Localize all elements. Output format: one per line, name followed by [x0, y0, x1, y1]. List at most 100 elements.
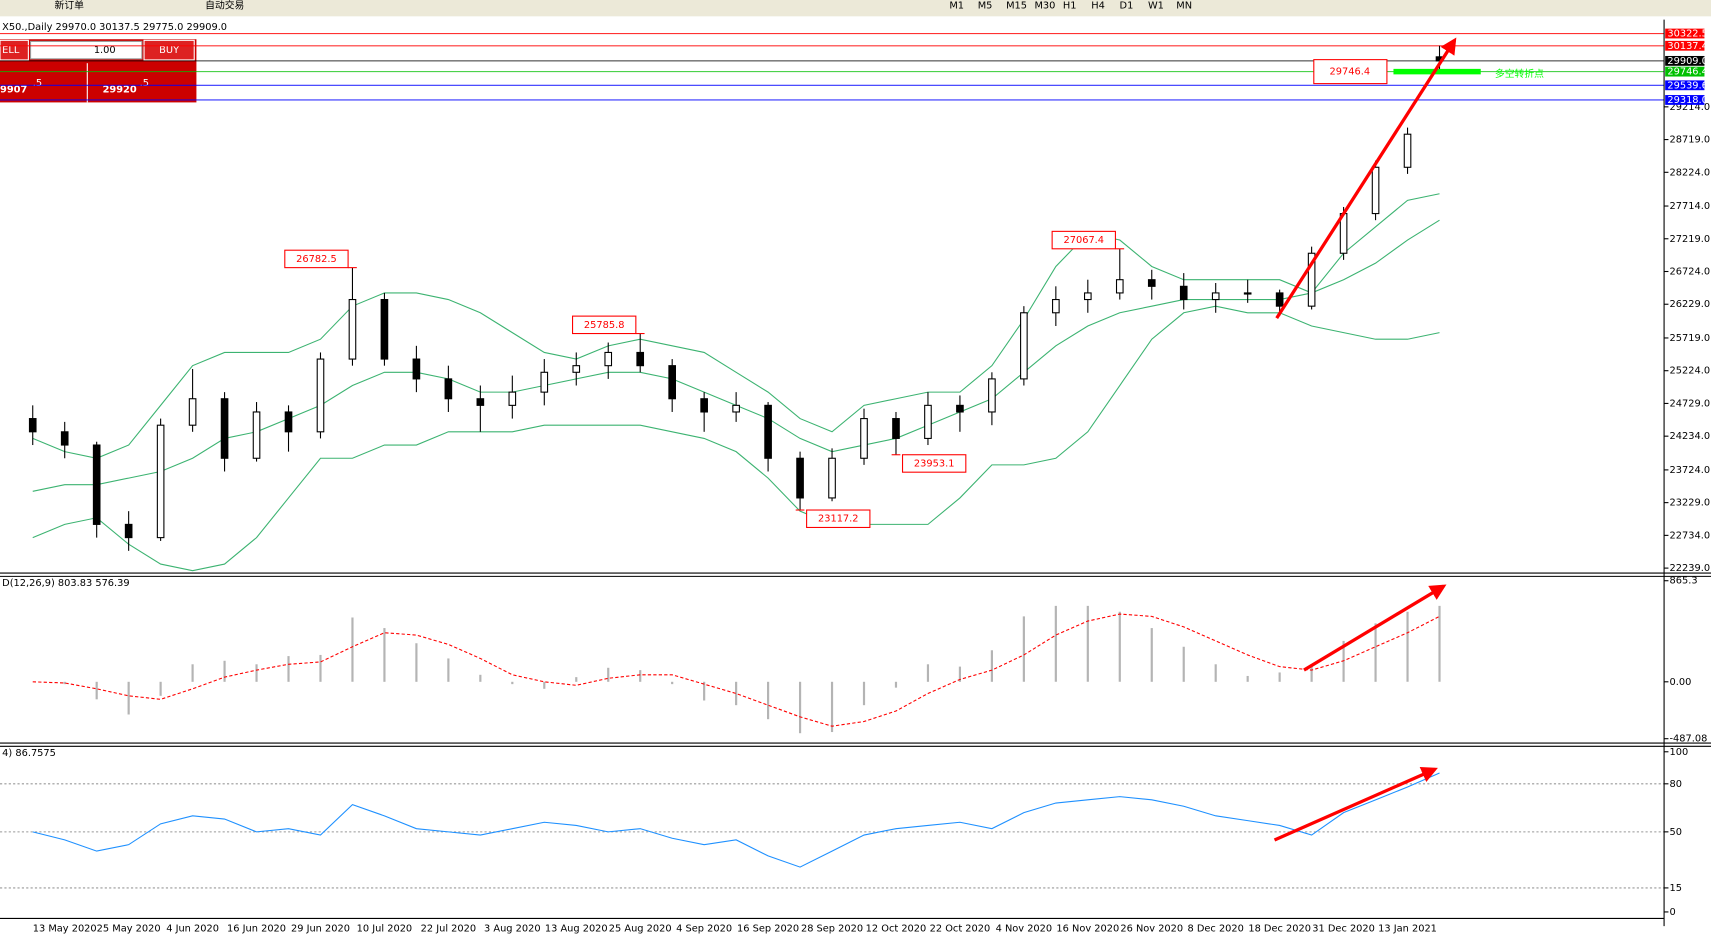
candle-body [220, 398, 229, 459]
price-tag-label: 29746.4 [1667, 67, 1708, 78]
price-tag [1665, 55, 1705, 66]
candle-body [1115, 279, 1124, 294]
x-tick-label: 16 Jun 2020 [227, 923, 286, 934]
annotation: 23117.2 [818, 514, 859, 525]
candle-body [988, 378, 996, 413]
timeframe[interactable]: D1 [1120, 0, 1134, 11]
x-tick-label: 22 Oct 2020 [930, 923, 991, 934]
candle-body [1403, 133, 1412, 168]
candle-body [508, 391, 517, 406]
candle-body [348, 298, 357, 360]
y-tick-label: 23724.0 [1670, 465, 1711, 476]
sell-label[interactable]: ELL [2, 45, 20, 56]
pivot-label: 29746.4 [1330, 67, 1371, 78]
timeframe[interactable]: H1 [1063, 0, 1077, 11]
annotation-box [806, 509, 871, 529]
candle-body [124, 523, 133, 539]
y-tick-label: 26724.0 [1670, 267, 1711, 278]
y-tick-label: 28224.0 [1670, 167, 1711, 178]
candle-body [476, 398, 485, 406]
y-tick-label: 0 [1670, 907, 1676, 918]
x-tick-label: 25 May 2020 [97, 923, 161, 934]
candle-body [924, 404, 932, 439]
price-tag [1665, 80, 1705, 91]
rsi-title: 4) 86.7575 [2, 748, 56, 759]
timeframe[interactable]: W1 [1148, 0, 1164, 11]
candle-body [444, 378, 453, 400]
band-upper [32, 193, 1440, 459]
x-tick-label: 16 Nov 2020 [1056, 923, 1119, 934]
candle-body [732, 404, 740, 413]
x-tick-label: 12 Oct 2020 [866, 923, 927, 934]
timeframe[interactable]: M30 [1034, 0, 1055, 11]
buy-button[interactable] [143, 39, 195, 61]
candle-body [1371, 166, 1380, 215]
price-tag [1665, 28, 1705, 39]
candle-body [1243, 292, 1252, 295]
annotation: 26782.5 [296, 254, 337, 265]
y-tick-label: 28719.0 [1670, 135, 1711, 146]
candle-body [892, 418, 900, 439]
y-tick-label: 27714.0 [1670, 201, 1711, 212]
buy-label[interactable]: BUY [159, 45, 179, 56]
price-tag-label: 29318.0 [1667, 95, 1708, 106]
y-tick-label: 0.00 [1670, 677, 1692, 688]
auto-trading[interactable]: 自动交易 [205, 0, 244, 11]
pivot-note: 多空转折点 [1495, 67, 1544, 80]
timeframe[interactable]: H4 [1091, 0, 1105, 11]
sell-price[interactable]: 9907 [0, 84, 27, 95]
candle-body [828, 457, 836, 499]
buy-pips[interactable]: .5 [140, 78, 149, 89]
sell-button[interactable] [0, 39, 29, 61]
x-tick-label: 29 Jun 2020 [291, 923, 350, 934]
y-tick-label: 865.3 [1670, 576, 1698, 587]
timeframes: M1 M5 M15 M30 H1 H4 D1 W1 MN [949, 0, 1192, 11]
price-tag [1665, 66, 1705, 77]
y-tick-label: 25719.0 [1670, 333, 1711, 344]
annotation-box [572, 315, 637, 335]
macd-arrow [1303, 584, 1447, 672]
y-tick-label: 27219.0 [1670, 234, 1711, 245]
candle-body [1211, 292, 1220, 301]
candle-body [252, 411, 261, 459]
rsi-line [32, 772, 1440, 868]
plot: 22239.0 22734.0 23229.0 23724.0 24234.0 24729… [0, 28, 1711, 934]
price-tag [1665, 40, 1705, 51]
annotation: 23953.1 [914, 458, 955, 469]
lots[interactable]: 1.00 [94, 45, 116, 56]
candle-body [92, 444, 101, 525]
trend-arrow [1275, 37, 1457, 320]
x-tick-label: 26 Nov 2020 [1120, 923, 1183, 934]
timeframe[interactable]: M15 [1006, 0, 1027, 11]
x-tick-label: 18 Dec 2020 [1248, 923, 1311, 934]
timeframe[interactable]: M5 [978, 0, 993, 11]
timeframe[interactable]: M1 [949, 0, 964, 11]
sell-pips[interactable]: .5 [33, 78, 42, 89]
y-tick-label: 24234.0 [1670, 431, 1711, 442]
candle-body [668, 365, 676, 400]
x-tick-label: 8 Dec 2020 [1188, 923, 1244, 934]
x-tick-label: 31 Dec 2020 [1312, 923, 1375, 934]
y-tick-label: 50 [1670, 827, 1682, 838]
x-tick-label: 13 May 2020 [33, 923, 97, 934]
candle-body [284, 411, 293, 433]
x-tick-label: 28 Sep 2020 [801, 923, 863, 934]
new-order[interactable]: 新订单 [55, 0, 85, 11]
pivot-box [1313, 59, 1388, 85]
candle-body [60, 431, 69, 446]
candle-body [1307, 252, 1316, 307]
x-tick-label: 13 Jan 2021 [1378, 923, 1437, 934]
lots-box[interactable] [30, 40, 143, 60]
chart-title: X50.,Daily 29970.0 30137.5 29775.0 29909… [2, 22, 227, 33]
timeframe[interactable]: MN [1176, 0, 1192, 11]
y-tick-label: 100 [1670, 747, 1689, 758]
candle-body [700, 398, 708, 413]
buy-price[interactable]: 29920 [103, 84, 137, 95]
x-tick-label: 22 Jul 2020 [421, 923, 476, 934]
x-tick-label: 16 Sep 2020 [737, 923, 799, 934]
candle-body [1147, 279, 1156, 287]
annotation: 25785.8 [584, 320, 625, 331]
